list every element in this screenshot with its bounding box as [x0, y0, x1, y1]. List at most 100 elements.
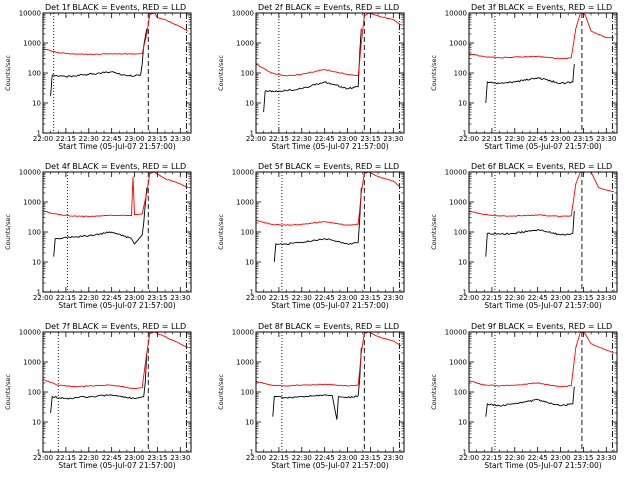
- x-tick-label: 23:30: [170, 135, 190, 143]
- y-tick-label: 10000: [445, 329, 467, 337]
- y-axis-label: Counts/sec: [430, 55, 438, 91]
- x-tick-label: 22:30: [292, 294, 312, 302]
- y-tick-label: 100: [241, 229, 254, 237]
- x-tick-label: 22:15: [269, 294, 289, 302]
- x-tick-label: 23:15: [360, 454, 380, 462]
- x-tick-label: 23:15: [573, 135, 593, 143]
- y-tick-label: 100: [454, 389, 467, 397]
- detector-panel: Det 8f BLACK = Events, RED = LLD 1 10 100 10…: [217, 322, 405, 470]
- panel-title: Det 9f BLACK = Events, RED = LLD: [471, 322, 612, 331]
- x-tick-label: 22:00: [33, 135, 53, 143]
- y-tick-label: 10000: [19, 10, 41, 18]
- y-tick-label: 1000: [449, 40, 467, 48]
- x-tick-label: 23:15: [147, 294, 167, 302]
- panel-title: Det 4f BLACK = Events, RED = LLD: [45, 162, 186, 171]
- y-tick-label: 100: [241, 70, 254, 78]
- lld-series-line: [469, 13, 614, 60]
- x-tick-label: 22:00: [246, 294, 266, 302]
- x-tick-label: 22:15: [482, 454, 502, 462]
- plot-frame: [468, 331, 618, 453]
- x-tick-label: 23:15: [360, 294, 380, 302]
- y-tick-label: 100: [241, 389, 254, 397]
- y-tick-label: 1: [250, 130, 254, 138]
- y-tick-label: 1: [37, 130, 41, 138]
- x-tick-label: 22:00: [33, 294, 53, 302]
- x-tick-label: 22:00: [246, 454, 266, 462]
- lld-series-line: [256, 13, 402, 77]
- y-tick-label: 100: [28, 229, 41, 237]
- x-tick-label: 22:30: [505, 135, 525, 143]
- detector-panel: Det 9f BLACK = Events, RED = LLD 1 10 100 10…: [430, 322, 618, 470]
- lld-series-line: [469, 332, 615, 388]
- y-tick-label: 1000: [23, 359, 41, 367]
- x-tick-label: 23:00: [124, 294, 144, 302]
- x-tick-label: 23:30: [383, 454, 403, 462]
- events-series-line: [273, 187, 362, 263]
- y-tick-label: 10: [245, 100, 254, 108]
- y-tick-label: 1000: [236, 359, 254, 367]
- y-tick-label: 10000: [445, 169, 467, 177]
- x-axis-label: Start Time (05-Jul-07 21:57:00): [271, 142, 388, 151]
- y-tick-label: 100: [454, 229, 467, 237]
- events-series-line: [272, 347, 362, 420]
- events-series-line: [485, 386, 575, 417]
- x-tick-label: 22:15: [56, 135, 76, 143]
- x-tick-label: 22:45: [315, 454, 335, 462]
- y-tick-label: 10000: [232, 329, 254, 337]
- x-tick-label: 23:30: [383, 294, 403, 302]
- x-tick-label: 22:45: [528, 454, 548, 462]
- x-tick-label: 23:00: [337, 454, 357, 462]
- y-tick-label: 10: [32, 259, 41, 267]
- y-axis-label: Counts/sec: [217, 55, 225, 91]
- y-tick-label: 1000: [236, 199, 254, 207]
- plot-frame: [42, 12, 192, 134]
- x-tick-label: 23:30: [596, 135, 616, 143]
- y-tick-label: 1000: [236, 40, 254, 48]
- x-tick-label: 23:00: [124, 454, 144, 462]
- y-tick-label: 10: [32, 100, 41, 108]
- x-tick-label: 23:15: [147, 135, 167, 143]
- x-tick-label: 23:15: [573, 294, 593, 302]
- x-tick-label: 22:15: [56, 454, 76, 462]
- panel-title: Det 1f BLACK = Events, RED = LLD: [45, 3, 186, 12]
- x-tick-label: 23:00: [337, 135, 357, 143]
- y-axis-label: Counts/sec: [4, 214, 12, 250]
- y-tick-label: 1: [463, 130, 467, 138]
- lld-series-line: [43, 172, 189, 218]
- y-axis-label: Counts/sec: [430, 214, 438, 250]
- x-tick-label: 23:00: [550, 294, 570, 302]
- detector-panel: Det 2f BLACK = Events, RED = LLD 1 10 100 10…: [217, 3, 405, 151]
- y-tick-label: 1000: [23, 199, 41, 207]
- events-series-line: [50, 352, 148, 414]
- y-tick-label: 1: [463, 289, 467, 297]
- lld-series-line: [43, 332, 189, 390]
- x-tick-label: 23:15: [573, 454, 593, 462]
- y-tick-label: 10: [458, 419, 467, 427]
- plot-frame: [255, 171, 405, 293]
- plot-frame: [42, 331, 192, 453]
- y-axis-label: Counts/sec: [430, 374, 438, 410]
- y-tick-label: 10: [458, 259, 467, 267]
- x-tick-label: 22:45: [528, 294, 548, 302]
- y-tick-label: 10: [32, 419, 41, 427]
- x-tick-label: 22:30: [292, 135, 312, 143]
- x-tick-label: 22:45: [315, 135, 335, 143]
- lld-series-line: [43, 13, 189, 56]
- x-tick-label: 22:15: [482, 135, 502, 143]
- x-tick-label: 23:00: [124, 135, 144, 143]
- lld-series-line: [469, 172, 615, 218]
- x-tick-label: 23:15: [147, 454, 167, 462]
- x-tick-label: 22:30: [79, 135, 99, 143]
- y-tick-label: 10: [245, 259, 254, 267]
- detector-panel: Det 7f BLACK = Events, RED = LLD 1 10 100 10…: [4, 322, 192, 470]
- y-tick-label: 1: [250, 449, 254, 457]
- y-axis-label: Counts/sec: [217, 374, 225, 410]
- detector-panel: Det 1f BLACK = Events, RED = LLD 1 10 100 10…: [4, 3, 192, 151]
- y-tick-label: 10000: [445, 10, 467, 18]
- plot-frame: [255, 331, 405, 453]
- events-series-line: [485, 210, 575, 257]
- x-tick-label: 22:00: [459, 294, 479, 302]
- x-axis-label: Start Time (05-Jul-07 21:57:00): [58, 301, 175, 310]
- plot-frame: [468, 12, 618, 134]
